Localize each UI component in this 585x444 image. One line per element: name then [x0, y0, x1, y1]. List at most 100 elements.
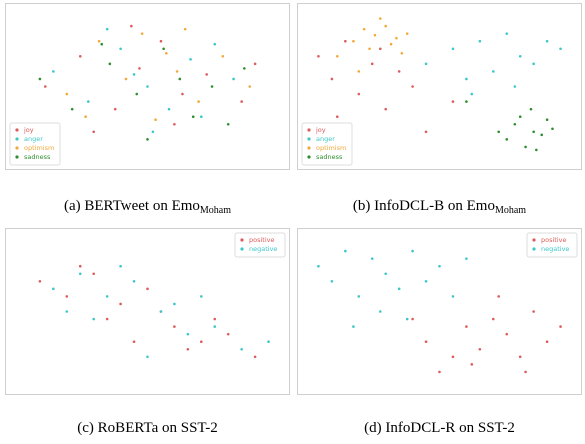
point	[243, 67, 246, 70]
point	[87, 100, 90, 103]
point	[384, 24, 387, 28]
point	[178, 77, 182, 81]
caption-subscript: Moham	[495, 205, 526, 216]
point	[119, 302, 122, 306]
point	[370, 257, 374, 260]
point	[173, 325, 176, 328]
point	[470, 363, 474, 366]
point	[478, 39, 482, 43]
point	[189, 58, 192, 61]
point	[213, 42, 217, 46]
point	[154, 118, 157, 122]
point	[518, 115, 522, 118]
point	[210, 85, 214, 88]
legend-box	[234, 232, 286, 258]
point	[140, 32, 144, 35]
point	[389, 42, 393, 46]
legend-label: positive	[541, 236, 567, 244]
legend-label: negative	[249, 245, 277, 253]
legend-marker	[240, 247, 244, 251]
point	[373, 33, 377, 37]
point	[352, 39, 355, 43]
point	[124, 77, 128, 81]
point	[119, 47, 122, 51]
point	[97, 39, 101, 43]
legend-label: optimism	[316, 144, 346, 152]
point	[438, 264, 441, 268]
legend-marker	[15, 146, 19, 150]
point	[135, 92, 139, 96]
point	[497, 295, 500, 298]
point	[545, 118, 549, 122]
point	[540, 133, 544, 137]
point	[465, 100, 468, 103]
point	[267, 340, 270, 343]
point	[181, 92, 184, 96]
point	[132, 73, 136, 76]
point	[524, 370, 527, 374]
legend-box	[9, 122, 61, 166]
point	[100, 42, 104, 46]
legend-label: joy	[23, 126, 34, 134]
point	[397, 287, 401, 291]
point	[362, 27, 366, 31]
point	[518, 355, 522, 359]
legend-marker	[307, 146, 311, 150]
caption-text: (a) BERTweet on Emo	[64, 198, 200, 214]
point	[424, 62, 428, 66]
point	[505, 138, 509, 141]
point	[524, 145, 527, 149]
point	[545, 340, 549, 343]
point	[240, 347, 243, 351]
point	[165, 51, 168, 55]
point	[379, 310, 382, 313]
caption-subscript: Moham	[200, 205, 231, 216]
point	[226, 122, 230, 126]
point	[335, 115, 339, 118]
point	[146, 138, 149, 141]
legend-box	[526, 232, 578, 258]
point	[405, 317, 409, 321]
point	[513, 122, 517, 126]
point	[405, 32, 409, 35]
point	[505, 32, 509, 35]
point	[173, 122, 176, 126]
legend-marker	[15, 155, 19, 159]
caption-text: (b) InfoDCL-B on Emo	[353, 198, 495, 214]
point	[317, 55, 320, 58]
point	[84, 115, 87, 118]
point	[505, 332, 509, 336]
point	[470, 92, 474, 96]
point	[105, 295, 109, 298]
point	[151, 130, 155, 134]
point	[119, 264, 122, 268]
point	[411, 249, 414, 253]
legend-label: sadness	[316, 153, 343, 161]
point	[253, 355, 257, 359]
point	[400, 51, 404, 55]
point	[38, 280, 42, 283]
point	[330, 77, 334, 81]
legend-marker	[532, 238, 536, 242]
point	[397, 70, 401, 73]
point	[146, 85, 149, 88]
point	[240, 100, 243, 103]
point	[438, 370, 441, 374]
point	[551, 127, 554, 131]
point	[518, 55, 522, 58]
point	[330, 280, 334, 283]
point	[52, 70, 55, 73]
point	[529, 107, 533, 111]
legend-label: anger	[24, 135, 43, 143]
point	[92, 317, 95, 321]
point	[379, 17, 382, 20]
point	[146, 287, 149, 291]
point	[379, 47, 382, 51]
point	[186, 347, 190, 351]
point	[532, 130, 535, 134]
point	[200, 340, 203, 343]
point	[43, 85, 47, 88]
